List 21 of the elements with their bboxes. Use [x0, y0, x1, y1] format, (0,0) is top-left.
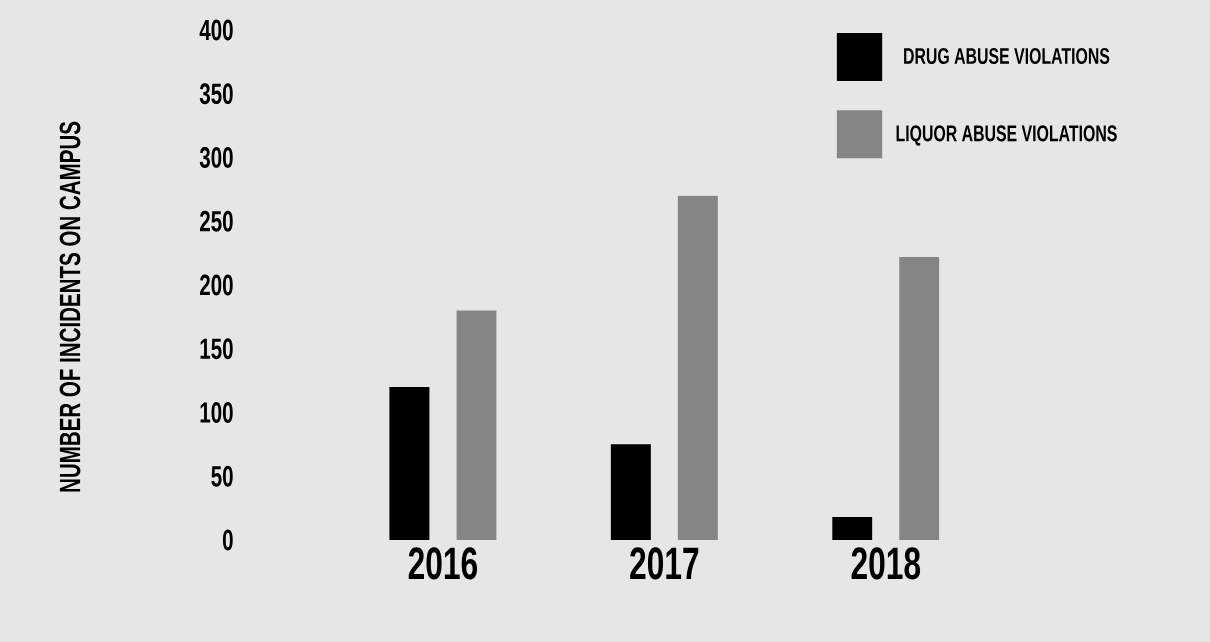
x-tick-label: 2017: [630, 547, 699, 580]
y-axis-title: NUMBER OF INCIDENTS ON CAMPUS: [59, 121, 81, 492]
bar: [389, 386, 430, 540]
y-tick-label: 300: [199, 147, 233, 168]
legend-label: LIQUOR ABUSE VIOLATIONS: [896, 125, 1117, 146]
bar: [677, 195, 718, 540]
legend-label: DRUG ABUSE VIOLATIONS: [904, 48, 1110, 65]
y-tick-label: 400: [199, 19, 233, 41]
bar: [832, 517, 873, 540]
x-tick-label: 2018: [851, 547, 921, 580]
y-tick-label: 0: [222, 529, 233, 551]
y-tick-label: 100: [200, 402, 233, 423]
bar: [899, 256, 940, 540]
x-tick-label: 2016: [408, 547, 478, 580]
y-tick-label: 150: [200, 338, 233, 360]
bar: [456, 310, 497, 540]
y-tick-label: 250: [200, 210, 233, 232]
y-tick-label: 350: [199, 83, 233, 105]
y-tick-label: 200: [200, 274, 233, 296]
y-tick-label: 50: [211, 465, 233, 487]
bar: [610, 444, 651, 540]
